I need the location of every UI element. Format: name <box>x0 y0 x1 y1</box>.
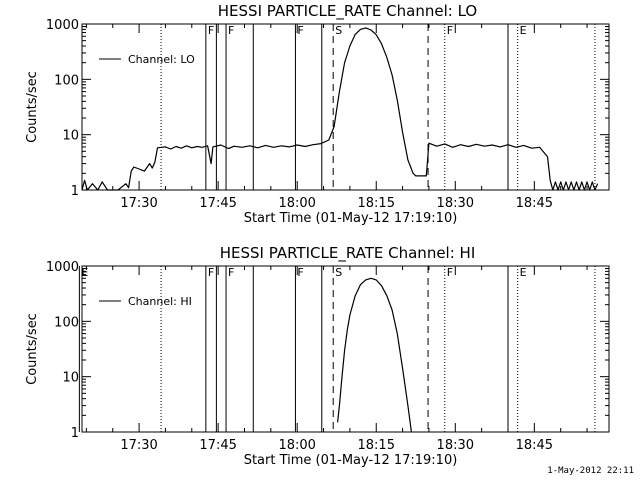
annotation-label-13: E <box>520 266 527 279</box>
annotation-label-8: S <box>335 24 342 37</box>
annotation-label-5: F <box>228 266 234 279</box>
y-tick-label: 100 <box>54 315 79 330</box>
x-tick-label: 18:15 <box>358 438 395 453</box>
y-tick-label: 10 <box>62 371 79 386</box>
chart-title: HESSI PARTICLE_RATE Channel: HI <box>220 244 476 263</box>
chart-panel-1: HESSI PARTICLE_RATE Channel: LO F F F S F E 1 10… <box>25 2 610 226</box>
y-tick-label: 1 <box>71 426 79 441</box>
x-tick-label: 18:30 <box>437 196 474 211</box>
annotation-label-12: E <box>520 24 527 37</box>
y-tick-label: 10 <box>62 129 79 144</box>
x-tick-label: 17:30 <box>120 196 157 211</box>
x-tick-label: 18:45 <box>516 196 553 211</box>
annotation-label-7: F <box>297 266 303 279</box>
plot-frame <box>81 23 610 191</box>
annotation-label-9: S <box>335 266 342 279</box>
plot-frame <box>81 265 610 433</box>
x-tick-label: 18:30 <box>437 438 474 453</box>
y-tick-label: 1000 <box>46 260 79 275</box>
legend-entry: Channel: LO <box>128 53 195 66</box>
annotation-label-3: F <box>208 266 214 279</box>
annotation-label-6: F <box>297 24 303 37</box>
y-tick-label: 100 <box>54 73 79 88</box>
legend-entry: Channel: HI <box>128 295 192 308</box>
annotation-label-11: F <box>447 266 453 279</box>
annotation-label-1: E <box>81 266 88 279</box>
x-tick-label: 18:45 <box>516 438 553 453</box>
y-axis-label: Counts/sec <box>25 71 40 143</box>
x-tick-label: 17:45 <box>199 438 236 453</box>
annotation-label-4: F <box>228 24 234 37</box>
annotation-label-2: F <box>208 24 214 37</box>
x-tick-label: 18:15 <box>358 196 395 211</box>
x-tick-label: 17:30 <box>120 438 157 453</box>
x-tick-label: 17:45 <box>199 196 236 211</box>
annotation-label-10: F <box>447 24 453 37</box>
chart-title: HESSI PARTICLE_RATE Channel: LO <box>218 2 477 21</box>
y-tick-label: 1000 <box>46 18 79 33</box>
series-line-1 <box>337 277 412 433</box>
y-tick-label: 1 <box>71 184 79 199</box>
x-tick-label: 18:00 <box>278 196 315 211</box>
series-line-1 <box>81 27 599 191</box>
x-axis-label: Start Time (01-May-12 17:19:10) <box>244 453 458 468</box>
y-axis-label: Counts/sec <box>25 313 40 385</box>
x-axis-label: Start Time (01-May-12 17:19:10) <box>244 211 458 226</box>
chart-panel-2: HESSI PARTICLE_RATE Channel: HI E F F F S F E 1 1… <box>25 244 610 468</box>
x-tick-label: 18:00 <box>278 438 315 453</box>
plot-timestamp: 1-May-2012 22:11 <box>547 466 634 476</box>
